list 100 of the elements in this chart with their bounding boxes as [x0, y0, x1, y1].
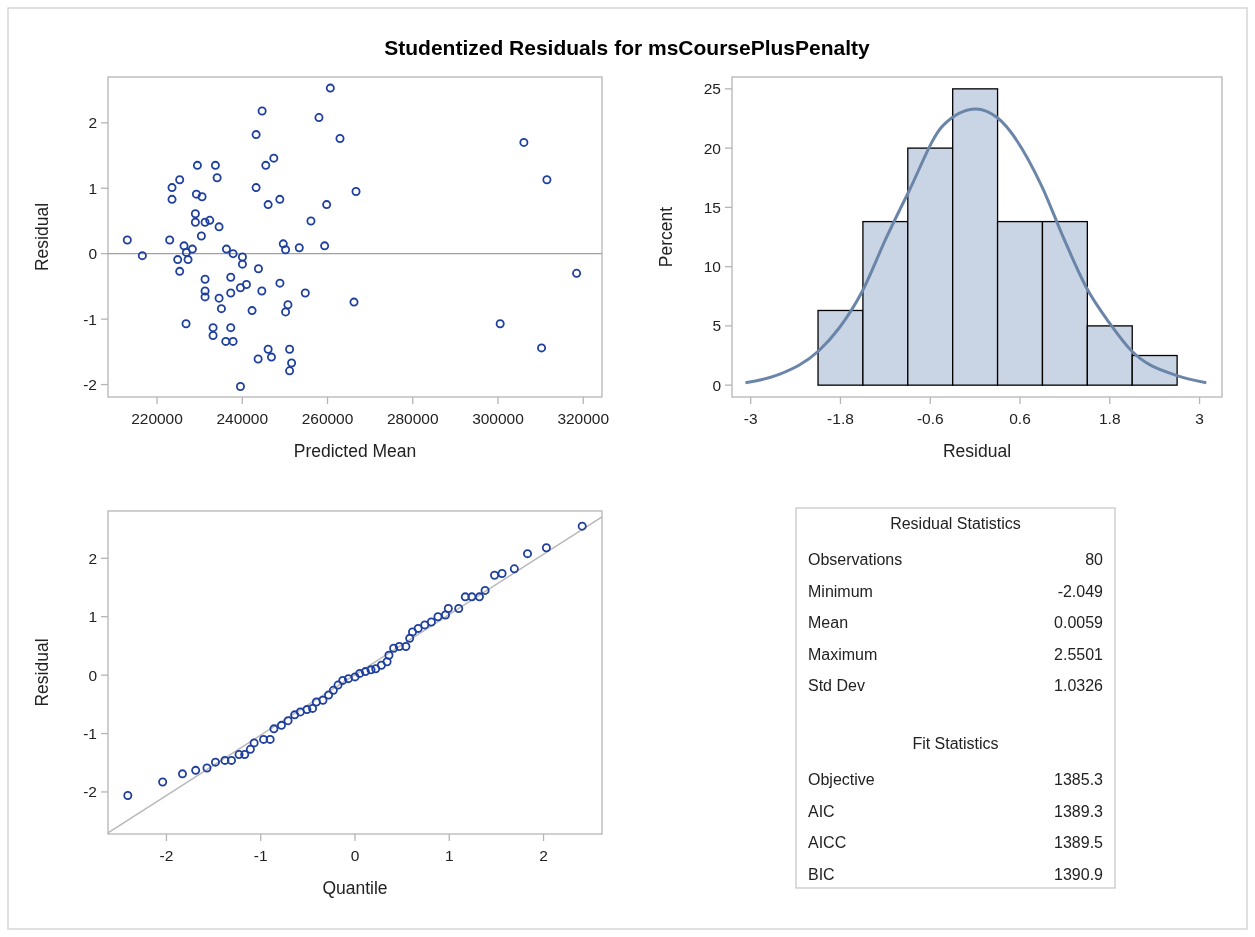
point — [376, 660, 386, 670]
data-label: 2.5501 — [1054, 645, 1104, 663]
point — [333, 680, 343, 690]
text: Fit Statistics — [912, 735, 999, 752]
category-label: Observations — [808, 551, 903, 568]
point — [350, 672, 360, 682]
point — [509, 564, 519, 574]
point — [227, 755, 236, 765]
x-tick-label: 260000 — [301, 410, 354, 427]
data-label: 1385.3 — [1054, 771, 1104, 788]
point — [394, 642, 404, 652]
point — [177, 769, 187, 779]
data-label: 80 — [1085, 551, 1104, 568]
x-tick-label: 1 — [444, 847, 454, 864]
y-tick-label: 0 — [88, 666, 98, 684]
y-tick-label: 5 — [712, 317, 721, 335]
point — [490, 570, 500, 580]
y-tick-label: -1 — [83, 310, 97, 328]
y-tick-label: -2 — [83, 376, 97, 394]
point — [318, 695, 328, 705]
point — [202, 763, 212, 773]
point — [523, 549, 533, 559]
x-tick-label: 280000 — [386, 410, 439, 427]
point — [401, 642, 411, 652]
y-tick-label: 15 — [703, 198, 721, 216]
point — [355, 668, 365, 678]
y-tick-label: 1 — [88, 179, 97, 197]
x-axis-title: Quantile — [322, 878, 388, 898]
point — [308, 703, 318, 713]
category-label: Objective — [808, 771, 875, 788]
x-tick-label: 300000 — [472, 410, 525, 427]
data-label: 1.0326 — [1054, 677, 1104, 694]
point — [460, 592, 470, 602]
point — [343, 674, 353, 684]
data-label: -2.049 — [1057, 582, 1104, 600]
point — [245, 744, 255, 754]
point — [433, 612, 443, 622]
x-axis-title: Residual — [942, 441, 1012, 461]
x-tick-label: 2 — [539, 847, 548, 864]
x-tick-label: -3 — [743, 410, 758, 427]
point — [311, 697, 321, 707]
point — [249, 738, 259, 748]
point — [420, 620, 430, 630]
point — [158, 777, 168, 787]
point — [259, 734, 269, 744]
point — [338, 675, 348, 685]
x-tick-label: 0 — [350, 847, 360, 864]
x-tick-label: 3 — [1195, 410, 1204, 427]
point — [389, 643, 399, 653]
point — [290, 710, 300, 720]
y-axis-title: Residual — [32, 638, 52, 707]
point — [366, 665, 376, 675]
y-tick-label: 10 — [703, 258, 722, 276]
y-tick-label: 0 — [88, 245, 98, 263]
point — [441, 610, 450, 620]
x-axis-title: Predicted Mean — [293, 441, 417, 461]
category-label: Minimum — [808, 582, 873, 600]
point — [382, 657, 392, 667]
y-tick-label: 2 — [88, 114, 97, 132]
y-tick-label: 2 — [88, 549, 97, 567]
x-tick-label: 0.6 — [1009, 410, 1031, 427]
point — [384, 650, 394, 660]
point — [497, 569, 507, 578]
point — [210, 757, 220, 767]
point — [480, 585, 490, 595]
point — [408, 627, 418, 637]
point — [302, 705, 312, 715]
chart-title: Studentized Residuals for msCoursePlusPenalty — [384, 36, 871, 59]
point — [220, 755, 230, 765]
data-label: 0.0059 — [1054, 614, 1104, 631]
category-label: Maximum — [808, 645, 878, 663]
point — [360, 667, 370, 677]
y-tick-label: 1 — [88, 608, 97, 626]
data-label: 1389.5 — [1054, 834, 1104, 851]
line-series — [743, 107, 1208, 385]
x-tick-label: -2 — [159, 847, 174, 864]
y-tick-label: 25 — [703, 80, 721, 98]
x-tick-label: -0.6 — [916, 410, 944, 427]
point — [541, 543, 551, 553]
category-label: AIC — [808, 802, 835, 820]
y-tick-label: -2 — [83, 783, 97, 801]
point — [371, 664, 381, 674]
category-label: Std Dev — [808, 677, 865, 694]
point — [191, 765, 201, 775]
point — [324, 690, 334, 700]
x-tick-label: 240000 — [216, 410, 269, 427]
y-axis-title: Residual — [32, 202, 52, 272]
point — [577, 521, 587, 531]
category-label: AICC — [808, 834, 847, 851]
x-tick-label: 220000 — [131, 410, 184, 427]
point — [283, 716, 293, 726]
point — [234, 750, 244, 760]
category-label: BIC — [808, 865, 835, 883]
data-label: 1389.3 — [1054, 802, 1104, 820]
point — [454, 604, 464, 614]
point — [269, 724, 279, 734]
x-tick-label: 1.8 — [1099, 410, 1121, 427]
text: Residual Statistics — [890, 515, 1021, 532]
point — [265, 734, 275, 744]
y-tick-label: 20 — [703, 139, 722, 157]
